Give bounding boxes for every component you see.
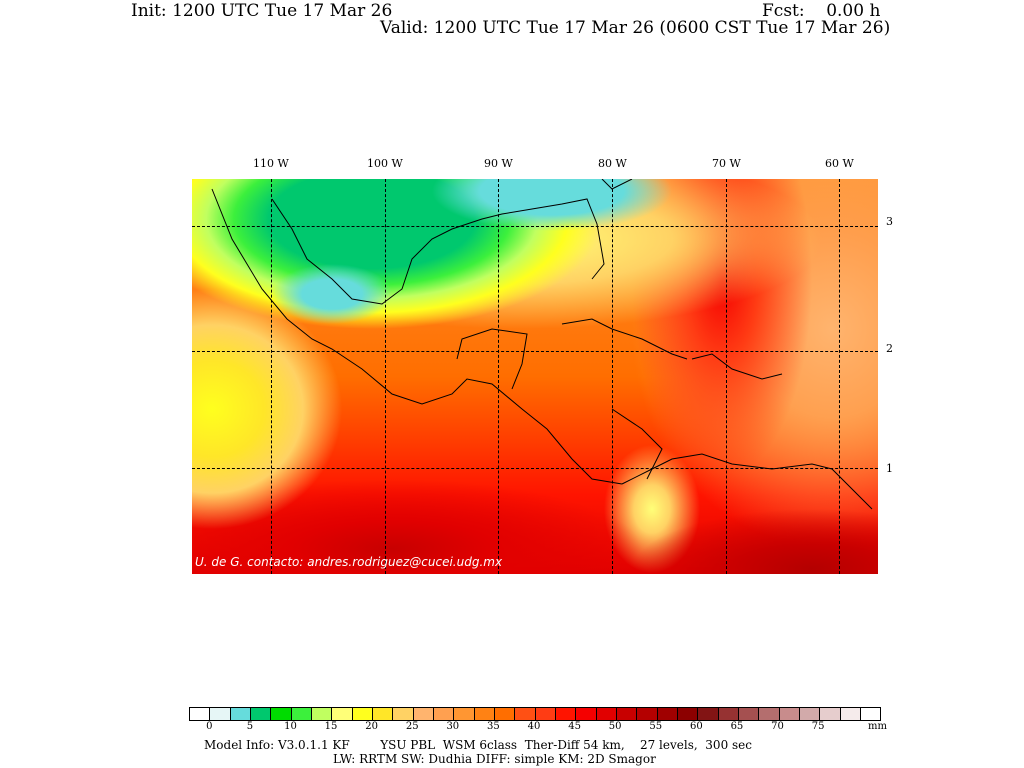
colorbar-swatch (332, 708, 353, 720)
colorbar-label: 35 (487, 721, 500, 732)
colorbar-swatch (718, 708, 739, 720)
colorbar-swatch (352, 708, 373, 720)
colorbar-swatch (271, 708, 292, 720)
colorbar-label: 30 (446, 721, 460, 732)
colorbar-swatch (799, 708, 821, 720)
colorbar-swatch (535, 708, 556, 720)
colorbar-swatch (291, 708, 312, 720)
colorbar-label: 5 (246, 721, 254, 732)
colorbar-label: 60 (689, 721, 703, 732)
colorbar (189, 707, 881, 721)
colorbar-swatch (190, 708, 211, 720)
colorbar-swatch (820, 708, 841, 720)
colorbar-swatch (698, 708, 719, 720)
colorbar-swatch (454, 708, 475, 720)
model-info-line2: LW: RRTM SW: Dudhia DIFF: simple KM: 2D … (333, 752, 656, 766)
colorbar-unit: mm (868, 721, 887, 732)
forecast-hour: Fcst: 0.00 h (762, 1, 881, 21)
init-time: Init: 1200 UTC Tue 17 Mar 26 (131, 1, 393, 21)
colorbar-label: 70 (771, 721, 784, 732)
colorbar-swatch (555, 708, 577, 720)
lon-label: 70 W (712, 157, 741, 170)
colorbar-swatch (677, 708, 699, 720)
watermark: U. de G. contacto: andres.rodriguez@cuce… (195, 555, 503, 569)
lat-label: 1 (886, 462, 893, 475)
lat-label: 2 (886, 342, 893, 355)
colorbar-label: 25 (405, 721, 419, 732)
colorbar-label: 20 (365, 721, 379, 732)
colorbar-swatch (250, 708, 272, 720)
coastlines (211, 179, 873, 510)
colorbar-swatch (840, 708, 861, 720)
colorbar-label: 10 (284, 721, 297, 732)
colorbar-label: 45 (568, 721, 581, 732)
colorbar-swatch (576, 708, 597, 720)
colorbar-swatch (230, 708, 251, 720)
colorbar-label: 15 (324, 721, 338, 732)
colorbar-label: 0 (206, 721, 213, 732)
valid-time: Valid: 1200 UTC Tue 17 Mar 26 (0600 CST … (380, 18, 891, 38)
colorbar-label: 40 (527, 721, 541, 732)
colorbar-swatch (311, 708, 333, 720)
colorbar-swatch (210, 708, 231, 720)
colorbar-swatch (494, 708, 516, 720)
colorbar-label: 55 (649, 721, 663, 732)
lon-label: 80 W (598, 157, 627, 170)
lon-label: 110 W (253, 157, 289, 170)
colorbar-swatch (657, 708, 678, 720)
colorbar-swatch (474, 708, 495, 720)
colorbar-swatch (860, 708, 881, 720)
precipitation-map: U. de G. contacto: andres.rodriguez@cuce… (192, 179, 878, 574)
colorbar-label: 50 (608, 721, 622, 732)
colorbar-swatch (515, 708, 536, 720)
colorbar-swatch (433, 708, 455, 720)
colorbar-swatch (759, 708, 780, 720)
colorbar-label: 65 (730, 721, 744, 732)
colorbar-swatch (738, 708, 760, 720)
model-info-line1: Model Info: V3.0.1.1 KF YSU PBL WSM 6cla… (204, 738, 752, 752)
colorbar-swatch (616, 708, 638, 720)
lon-label: 60 W (825, 157, 854, 170)
lon-label: 100 W (367, 157, 403, 170)
colorbar-swatch (596, 708, 617, 720)
colorbar-swatch (637, 708, 658, 720)
colorbar-swatch (393, 708, 414, 720)
lat-label: 3 (886, 215, 893, 228)
colorbar-swatch (413, 708, 434, 720)
lon-label: 90 W (484, 157, 513, 170)
colorbar-label: 75 (811, 721, 825, 732)
colorbar-swatch (372, 708, 394, 720)
colorbar-swatch (779, 708, 800, 720)
